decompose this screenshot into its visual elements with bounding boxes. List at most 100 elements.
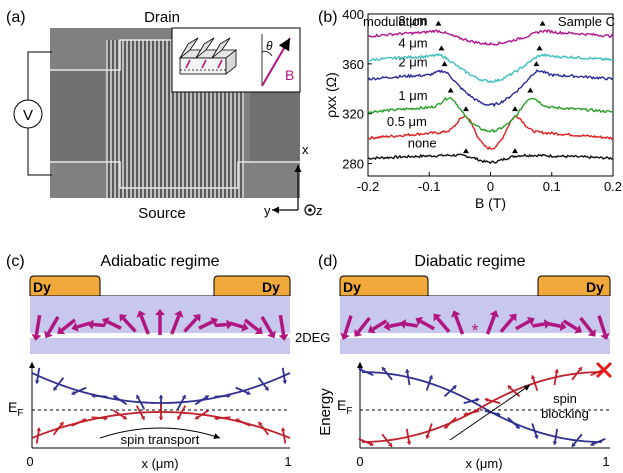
spin-arrowhead [136,310,146,318]
band-spin-head [195,415,200,420]
spin-arrow [106,320,122,330]
spin-arrowhead [71,322,79,332]
series-label: none [408,135,437,150]
field-label: B [285,67,294,83]
spin-arrowhead [543,319,551,329]
band-spin-head [122,415,127,420]
spin-arrowhead [383,321,391,332]
energy-bands-d [358,366,606,448]
spin-arrowhead [587,328,596,337]
peak-marker [438,45,445,51]
spin-arrow [34,314,42,336]
band-spin-head [507,385,512,390]
spin-arrow [278,314,286,336]
blocking-arrow [449,384,531,441]
panel-a-label: (a) [6,9,26,26]
band-spin-head [554,369,559,373]
spin-arrowhead [354,328,363,337]
spin-arrows-d: * [340,310,610,341]
peak-marker [539,20,546,26]
series-label: 2 μm [398,54,427,69]
transport-arrow [99,427,221,439]
spin-arrowhead [87,319,94,330]
spin-arrowhead [433,313,442,322]
spin-arrowhead [340,332,350,341]
spin-arrow [243,318,260,332]
dy-magnet-left [29,275,101,296]
spin-arrow [139,315,150,335]
spin-arrow [93,322,105,328]
spin-arrowhead [267,330,276,339]
peak-marker [512,148,518,154]
fermi-label-d: EF [337,397,352,417]
band-spin-head [577,367,582,372]
peak-marker [463,148,469,154]
band-spin-head [358,367,363,373]
band-spin-head [158,395,164,399]
spin-arrow [260,316,274,334]
xtick-left-c: 0 [26,454,33,469]
band-spin-head [113,395,118,400]
band-spin-head [59,422,64,427]
series-label: 8 μm [398,13,427,28]
spin-arrow [198,320,214,330]
series-line [367,29,614,46]
spin-arrow [597,315,607,335]
spin-arrow [170,315,181,335]
spin-arrowhead [526,316,535,326]
magnetoresistance-chart: -0.2 -0.1 0 0.1 0.2 280 320 360 400 B (T) ρxx (Ω) n… [323,7,622,211]
transport-label: spin transport [121,432,200,447]
band-spin-head [406,441,412,445]
twodeg-label: 2DEG [295,330,330,345]
xtick-label: 0.2 [604,179,622,194]
spin-arrowhead [574,324,583,334]
spin-arrow [532,322,545,328]
xaxis-label-c: x (μm) [141,456,178,471]
xtick-right-d: 1 [602,454,609,469]
blocking-label-2: blocking [541,406,589,421]
spin-arrowhead [367,324,376,334]
band-spin-head [515,424,520,429]
spin-arrow [389,322,403,328]
spin-arrow [499,317,514,333]
spin-arrowhead [254,326,263,335]
panel-d-label: (d) [318,253,338,270]
band-spin-head [463,411,468,417]
inset-schematic: θ B [171,27,301,93]
band-spin-head [452,385,457,390]
dy-label-left: Dy [33,279,51,295]
spin-arrow [215,322,227,328]
band-spin-head [280,427,286,432]
spin-arrow [579,316,594,334]
spin-star: * [471,321,478,341]
spin-arrow [343,315,353,335]
fermi-label-c: EF [8,399,23,419]
panel-d: (d) Diabatic regime Dy Dy 2DEG * EF Ener… [295,253,613,471]
band-spin-head [428,375,434,380]
panel-b: (b) -0.2 -0.1 0 0.1 0.2 280 320 360 400 B (T) ρxx … [318,7,622,211]
drain-label: Drain [144,9,180,26]
spin-arrowhead [119,314,128,322]
panel-d-title: Diabatic regime [414,253,525,270]
dy-label-left-d: Dy [343,279,361,295]
peak-marker [536,45,543,51]
band-spin-head [36,427,42,432]
axis-x-label: x [302,142,309,157]
spin-arrowhead [508,313,517,322]
band-spin-head [571,442,576,447]
band-spin-head [552,441,558,445]
voltmeter-circuit [13,51,52,176]
band-spin-head [227,393,231,399]
peak-marker [527,87,534,93]
band-spin-head [388,442,393,447]
spin-arrow [229,321,244,329]
dy-label-right: Dy [262,279,280,295]
panel-b-label: (b) [318,9,338,26]
band-spin-head [204,395,209,400]
series-line [367,96,614,134]
peak-marker [441,61,448,67]
band-spin-head [484,397,489,403]
spin-arrow [405,322,418,328]
spin-arrowhead [174,310,184,318]
spin-arrow [183,317,198,333]
